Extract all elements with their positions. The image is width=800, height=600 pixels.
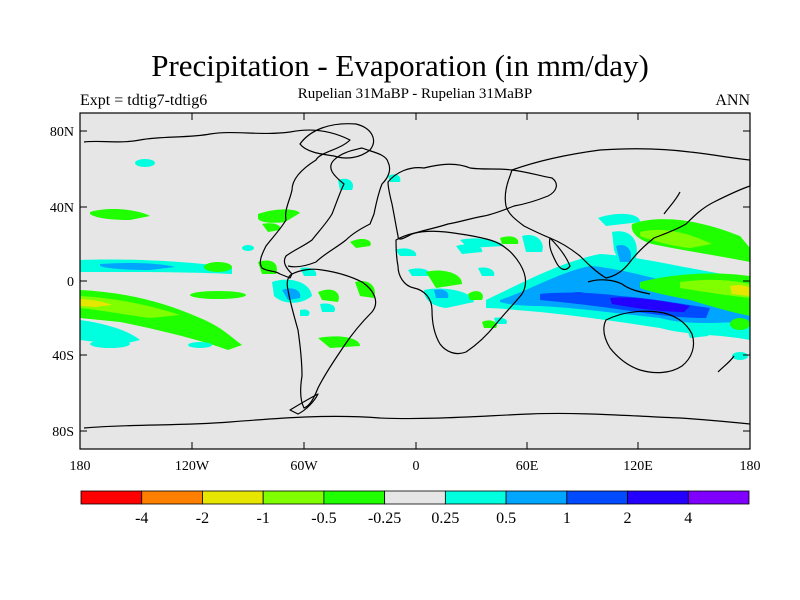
lon-tick-label: 180 — [740, 459, 761, 474]
colorbar-label: 4 — [684, 510, 692, 527]
patch-af-cyan — [408, 268, 431, 276]
colorbar-swatch — [80, 490, 143, 505]
colorbar-label: 2 — [624, 510, 632, 527]
coast-indonesia — [587, 279, 651, 295]
lon-tick-label: 120E — [623, 459, 653, 474]
patch-wpac-lightgreen — [640, 229, 712, 248]
colorbar-label: -2 — [196, 510, 209, 527]
coast-india — [548, 237, 571, 271]
patch-io-cyan — [522, 234, 543, 252]
longitude-axis: 180 120W 60W 0 60E 120E 180 — [70, 113, 761, 474]
patch-natl-green — [350, 239, 371, 248]
experiment-label: Expt = tdtig7-tdtig6 — [80, 92, 208, 109]
patch-ca-blue — [282, 288, 301, 300]
patch-io-deep-small — [568, 292, 588, 300]
lat-tick-label: 40N — [50, 201, 74, 216]
anomaly-patches — [80, 159, 750, 360]
coast-south-america — [286, 268, 377, 409]
map-title: Precipitation - Evaporation (in mm/day) — [151, 48, 649, 83]
patch-sa-green2 — [355, 280, 375, 298]
patch-spac-yellow — [730, 285, 750, 296]
lon-tick-label: 180 — [70, 459, 91, 474]
colorbar-swatch — [627, 490, 689, 505]
coast-greenland — [299, 123, 375, 159]
coast-europe — [387, 163, 557, 240]
patch-af-green — [426, 270, 462, 288]
patch-eur-cyan — [388, 174, 401, 182]
patch-misc-3 — [188, 342, 212, 348]
patch-sa-green1 — [318, 289, 339, 302]
patch-cpac-1 — [204, 262, 232, 272]
patch-wpac-blue — [616, 244, 632, 262]
lon-tick-label: 60E — [516, 459, 539, 474]
season-label: ANN — [715, 92, 750, 109]
latitude-axis: 80N 40N 0 40S 80S — [50, 125, 750, 440]
coast-asia — [504, 148, 751, 279]
patch-pacific-blue-n — [100, 263, 175, 270]
coast-north-america — [83, 129, 391, 279]
patch-af-green3 — [482, 320, 497, 328]
patch-npac-green — [90, 209, 150, 220]
patch-misc-4 — [242, 245, 254, 251]
colorbar-label: -0.5 — [311, 510, 336, 527]
patch-me-green — [500, 236, 519, 244]
patch-na-green — [258, 209, 300, 223]
colorbar-swatch — [323, 490, 386, 505]
colorbar-label: -0.25 — [368, 510, 401, 527]
lat-tick-label: 80N — [50, 125, 74, 140]
patch-misc-1 — [135, 159, 155, 167]
patch-af-cyan3 — [478, 267, 495, 276]
colorbar: -4 -2 -1 -0.5 -0.25 0.25 0.5 1 2 4 — [80, 490, 750, 527]
map-subtitle: Rupelian 31MaBP - Rupelian 31MaBP — [297, 86, 533, 102]
colorbar-label: -1 — [257, 510, 270, 527]
coast-antarctica — [83, 412, 751, 429]
patch-cpac-2 — [190, 291, 246, 299]
patch-sa-green3 — [318, 336, 360, 348]
patch-as-cyan — [598, 213, 640, 226]
colorbar-label: -4 — [135, 510, 148, 527]
lon-tick-label: 120W — [175, 459, 210, 474]
colorbar-swatch — [141, 490, 203, 505]
patch-aus-cyan2 — [732, 352, 748, 360]
colorbar-label: 1 — [563, 510, 571, 527]
patch-sa-cyan3 — [300, 309, 310, 316]
coast-nz — [717, 355, 735, 373]
coast-antarctic-peninsula — [289, 393, 319, 415]
lat-tick-label: 40S — [52, 349, 74, 364]
lon-tick-label: 0 — [413, 459, 420, 474]
patch-misc-2 — [90, 340, 130, 348]
patch-af-green2 — [468, 291, 483, 300]
colorbar-swatch — [202, 490, 264, 505]
patch-pacific-yellow — [80, 299, 112, 307]
colorbar-label: 0.5 — [496, 510, 516, 527]
patch-na-green2 — [262, 223, 281, 232]
colorbar-swatch — [566, 490, 628, 505]
patch-pacific-lightgreen — [80, 296, 180, 318]
patch-eur-cyan2 — [395, 248, 417, 256]
colorbar-swatch — [444, 490, 507, 505]
colorbar-swatch — [687, 490, 750, 505]
coast-africa — [395, 230, 527, 355]
lat-tick-label: 80S — [52, 425, 74, 440]
coast-japan — [663, 191, 681, 215]
patch-af-blue — [434, 289, 449, 298]
patch-aus-green — [730, 318, 750, 330]
colorbar-swatch — [262, 490, 325, 505]
patch-sa-cyan2 — [320, 303, 336, 312]
colorbar-swatch — [384, 490, 446, 505]
patch-io-band-navy — [610, 297, 690, 312]
coast-australia — [603, 310, 695, 374]
patch-pacific-cyan-s — [80, 320, 140, 345]
colorbar-label: 0.25 — [431, 510, 459, 527]
lat-tick-label: 0 — [67, 275, 74, 290]
lon-tick-label: 60W — [290, 459, 318, 474]
continent-outlines — [83, 123, 751, 429]
colorbar-swatch — [505, 490, 568, 505]
